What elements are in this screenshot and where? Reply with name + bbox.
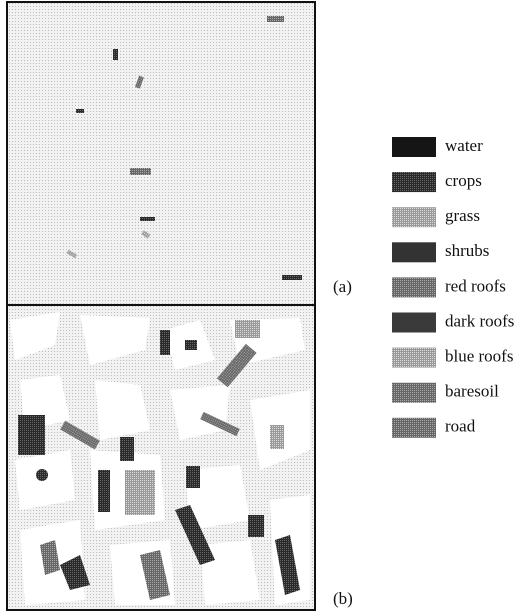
legend-swatch [392,137,436,157]
legend-swatch [392,313,436,333]
legend-label: red roofs [445,276,506,295]
legend-label: road [445,417,476,436]
panel-label: (b) [333,589,353,608]
legend-swatch [392,418,436,438]
legend-swatch [392,383,436,403]
legend-label: blue roofs [445,347,513,366]
legend-label: baresoil [445,382,499,401]
figure: (a) (b) water crops grass shrubs red roofs da… [0,0,526,613]
legend: water crops grass shrubs red roofs dark roofs… [392,136,514,438]
legend-label: shrubs [445,241,489,260]
legend-label: water [445,136,483,155]
map-a [7,2,315,305]
legend-swatch [392,348,436,368]
panel-label: (a) [333,277,352,296]
legend-swatch [392,242,436,262]
legend-label: crops [445,171,482,190]
legend-label: grass [445,206,480,225]
legend-swatch [392,172,436,192]
legend-swatch [392,207,436,227]
panel-labels: (a) (b) [333,277,353,608]
legend-label: dark roofs [445,311,514,330]
map-b [7,305,315,610]
page: (a) (b) water crops grass shrubs red roofs da… [0,0,526,613]
legend-swatch [392,277,436,297]
